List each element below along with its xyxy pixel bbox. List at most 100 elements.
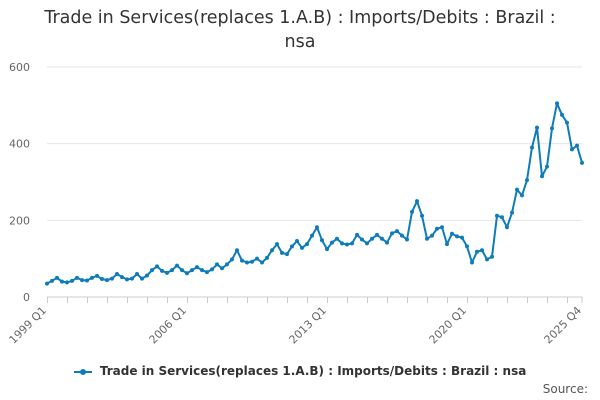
data-point [520, 193, 524, 198]
data-point [110, 276, 114, 281]
data-point [170, 268, 174, 273]
x-tick-label: 2020 Q1 [427, 304, 470, 347]
data-point [380, 236, 384, 241]
data-point [320, 238, 324, 243]
data-point [150, 268, 154, 273]
data-point [420, 213, 424, 218]
data-point [250, 259, 254, 264]
data-point [105, 278, 109, 283]
data-point [575, 143, 579, 148]
data-point [515, 187, 519, 192]
data-point [70, 278, 74, 283]
data-point [550, 126, 554, 131]
data-point [210, 267, 214, 272]
data-point [240, 258, 244, 263]
data-point [80, 278, 84, 283]
data-point [310, 233, 314, 238]
chart-title-line2: nsa [284, 32, 316, 52]
data-point [400, 233, 404, 238]
legend-line-icon [73, 368, 92, 375]
data-point [570, 147, 574, 152]
data-point [280, 250, 284, 255]
data-point [480, 248, 484, 253]
data-point [505, 225, 509, 230]
data-point [405, 237, 409, 242]
data-point [355, 232, 359, 237]
data-point [445, 242, 449, 247]
data-point [155, 264, 159, 269]
data-point [145, 273, 149, 278]
data-point [200, 268, 204, 273]
legend[interactable]: Trade in Services(replaces 1.A.B) : Impo… [0, 364, 600, 378]
x-axis: 1999 Q1 2006 Q1 2013 Q1 2020 Q1 2025 Q4 [7, 296, 584, 347]
data-point [175, 263, 179, 268]
data-point [525, 178, 529, 183]
data-point [510, 210, 514, 215]
data-point [265, 255, 269, 260]
data-point [95, 273, 99, 278]
data-point [255, 256, 259, 261]
data-point [90, 275, 94, 280]
data-point [100, 276, 104, 281]
data-point [350, 241, 354, 246]
data-point [55, 275, 59, 280]
data-point [140, 276, 144, 281]
data-point [215, 262, 219, 267]
data-point [390, 231, 394, 236]
data-point [185, 271, 189, 276]
data-point [135, 272, 139, 276]
data-point [415, 199, 419, 204]
data-point [545, 164, 549, 169]
series-line [46, 102, 583, 285]
data-point [560, 112, 564, 117]
y-axis: 0 200 400 600 [9, 61, 30, 304]
data-point [540, 174, 544, 179]
data-point [535, 125, 539, 130]
data-point [60, 279, 64, 284]
x-tick-label: 2013 Q1 [287, 304, 330, 347]
data-point [295, 239, 299, 244]
data-point [485, 257, 489, 262]
data-point [465, 244, 469, 249]
data-point [335, 236, 339, 241]
data-point [385, 240, 389, 245]
data-point [440, 225, 444, 230]
data-point [45, 281, 49, 286]
data-point [160, 268, 164, 273]
data-point [555, 101, 559, 106]
data-point [365, 241, 369, 246]
data-point [495, 213, 499, 218]
data-point [130, 276, 134, 281]
data-point [125, 277, 129, 282]
data-point [360, 237, 364, 242]
data-point [50, 278, 54, 283]
data-point [490, 254, 494, 259]
y-tick-label: 400 [9, 138, 30, 151]
plot-area [45, 101, 584, 286]
data-point [450, 231, 454, 236]
data-point [245, 260, 249, 265]
data-point [325, 247, 329, 252]
data-point [330, 240, 334, 245]
x-tick-label: 2006 Q1 [147, 304, 190, 347]
data-point [165, 270, 169, 275]
data-point [565, 120, 569, 125]
data-point [475, 249, 479, 254]
data-point [230, 257, 234, 262]
data-point [270, 248, 274, 253]
data-point [435, 226, 439, 231]
y-tick-label: 200 [9, 214, 30, 227]
data-point [580, 160, 584, 165]
data-point [470, 260, 474, 265]
data-point [430, 233, 434, 238]
data-point [530, 145, 534, 150]
data-point [120, 275, 124, 280]
data-point [85, 278, 89, 283]
data-point [500, 215, 504, 220]
data-point [315, 225, 319, 230]
y-tick-label: 0 [23, 291, 30, 304]
data-point [370, 236, 374, 241]
data-point [460, 235, 464, 240]
data-point [115, 272, 119, 276]
